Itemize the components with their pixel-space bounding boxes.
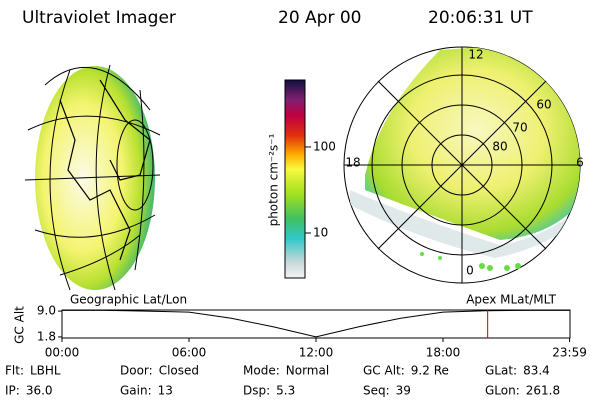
field-label: GLon:	[485, 384, 520, 398]
lat-label: 80	[492, 140, 507, 154]
field-label: Door:	[120, 364, 153, 378]
field-label: Gain:	[120, 384, 152, 398]
field-value: 261.8	[526, 384, 560, 398]
mlt-label: 18	[345, 156, 360, 170]
field-value: 83.4	[523, 364, 550, 378]
mlt-label: 6	[576, 156, 584, 170]
title: Ultraviolet Imager	[22, 8, 176, 28]
lat-label: 70	[512, 121, 527, 135]
left-label: Geographic Lat/Lon	[70, 293, 187, 307]
y-axis-label: GC Alt	[13, 306, 27, 344]
x-tick-label: 18:00	[426, 346, 461, 360]
field-value: LBHL	[30, 364, 61, 378]
field-value: 5.3	[276, 384, 295, 398]
colorbar-label: photon cm⁻²s⁻¹	[267, 133, 281, 226]
field-label: Mode:	[243, 364, 280, 378]
polar-plot	[343, 46, 581, 284]
x-tick-label: 00:00	[45, 346, 80, 360]
field-label: GLat:	[485, 364, 517, 378]
right-label: Apex MLat/MLT	[466, 293, 556, 307]
field-label: Dsp:	[243, 384, 270, 398]
colorbar-tick-label: 100	[313, 139, 336, 153]
line-series	[62, 309, 570, 338]
field-label: GC Alt:	[363, 364, 405, 378]
lat-label: 60	[536, 98, 551, 112]
x-tick-label: 23:59	[552, 346, 587, 360]
date: 20 Apr 00	[278, 8, 361, 28]
time: 20:06:31 UT	[428, 8, 533, 28]
field-value: 13	[158, 384, 173, 398]
y-tick-label: 1.8	[37, 329, 56, 343]
field-value: Closed	[159, 364, 199, 378]
field-value: Normal	[286, 364, 329, 378]
field-value: 39	[396, 384, 411, 398]
colorbar	[284, 79, 306, 279]
x-tick-label: 06:00	[172, 346, 207, 360]
field-label: Flt:	[5, 364, 24, 378]
y-tick-label: 9.0	[37, 304, 56, 318]
field-label: Seq:	[363, 384, 390, 398]
plot-frame	[61, 309, 571, 339]
field-value: 9.2 Re	[411, 364, 449, 378]
mlt-label: 12	[468, 48, 483, 62]
field-value: 36.0	[26, 384, 53, 398]
x-tick-label: 12:00	[299, 346, 334, 360]
mlt-label: 0	[466, 264, 474, 278]
field-label: IP:	[5, 384, 20, 398]
globe-image	[24, 64, 161, 291]
colorbar-tick-label: 10	[313, 226, 328, 240]
